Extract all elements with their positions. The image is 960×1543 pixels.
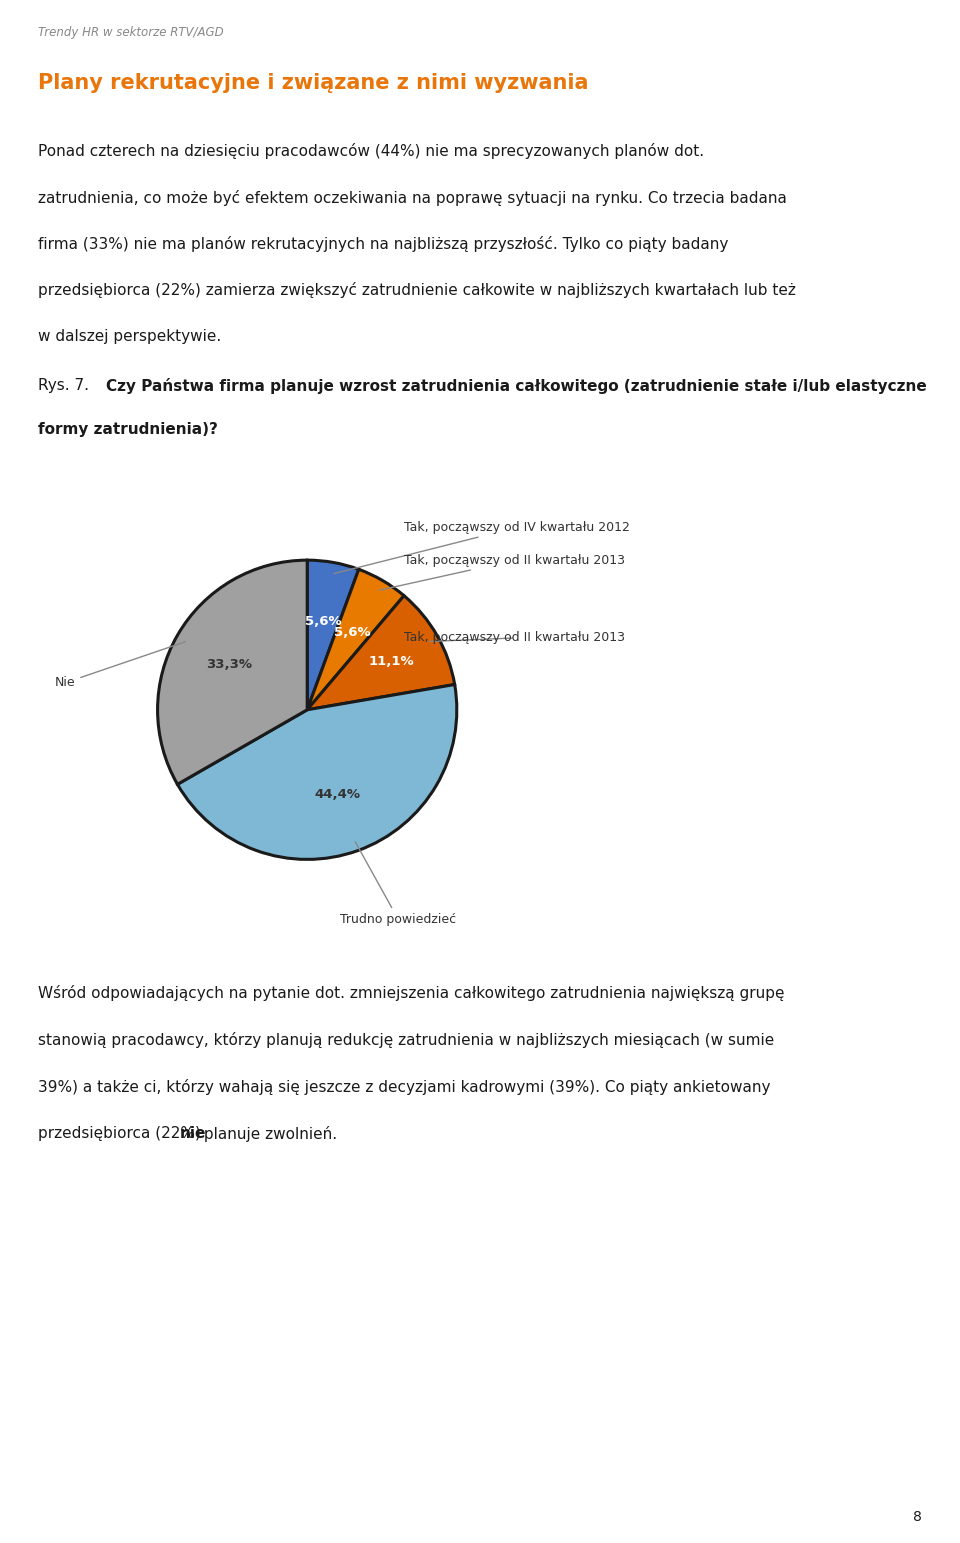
Text: w dalszej perspektywie.: w dalszej perspektywie. (38, 329, 222, 344)
Text: Tak, począwszy od II kwartału 2013: Tak, począwszy od II kwartału 2013 (379, 554, 626, 591)
Text: Wśród odpowiadających na pytanie dot. zmniejszenia całkowitego zatrudnienia najw: Wśród odpowiadających na pytanie dot. zm… (38, 984, 785, 1000)
Text: Tak, począwszy od II kwartału 2013: Tak, począwszy od II kwartału 2013 (404, 631, 626, 645)
Text: Czy Państwa firma planuje wzrost zatrudnienia całkowitego (zatrudnienie stałe i/: Czy Państwa firma planuje wzrost zatrudn… (106, 378, 926, 393)
Text: przedsiębiorca (22%) zamierza zwiększyć zatrudnienie całkowite w najbliższych kw: przedsiębiorca (22%) zamierza zwiększyć … (38, 282, 796, 298)
Text: Ponad czterech na dziesięciu pracodawców (44%) nie ma sprecyzowanych planów dot.: Ponad czterech na dziesięciu pracodawców… (38, 143, 705, 159)
Wedge shape (157, 560, 307, 784)
Text: Nie: Nie (55, 642, 185, 690)
Text: formy zatrudnienia)?: formy zatrudnienia)? (38, 423, 218, 437)
Text: 8: 8 (913, 1509, 922, 1524)
Text: Plany rekrutacyjne i związane z nimi wyzwania: Plany rekrutacyjne i związane z nimi wyz… (38, 74, 588, 93)
Text: 44,4%: 44,4% (315, 788, 361, 801)
Text: Trudno powiedzieć: Trudno powiedzieć (340, 842, 456, 926)
Text: Rys. 7.: Rys. 7. (38, 378, 94, 393)
Wedge shape (178, 685, 457, 859)
Text: przedsiębiorca (22%): przedsiębiorca (22%) (38, 1126, 206, 1140)
Wedge shape (307, 560, 359, 710)
Text: 11,1%: 11,1% (369, 656, 415, 668)
Wedge shape (307, 596, 455, 710)
Text: nie: nie (180, 1126, 205, 1140)
Text: zatrudnienia, co może być efektem oczekiwania na poprawę sytuacji na rynku. Co t: zatrudnienia, co może być efektem oczeki… (38, 190, 787, 205)
Text: stanowią pracodawcy, którzy planują redukcję zatrudnienia w najbliższych miesiąc: stanowią pracodawcy, którzy planują redu… (38, 1032, 775, 1048)
Text: 39%) a także ci, którzy wahają się jeszcze z decyzjami kadrowymi (39%). Co piąty: 39%) a także ci, którzy wahają się jeszc… (38, 1079, 771, 1094)
Text: 5,6%: 5,6% (304, 616, 341, 628)
Text: firma (33%) nie ma planów rekrutacyjnych na najbliższą przyszłość. Tylko co piąt: firma (33%) nie ma planów rekrutacyjnych… (38, 236, 729, 252)
Text: Trendy HR w sektorze RTV/AGD: Trendy HR w sektorze RTV/AGD (38, 26, 224, 39)
Text: 5,6%: 5,6% (334, 626, 371, 639)
Wedge shape (307, 569, 404, 710)
Text: planuje zwolnień.: planuje zwolnień. (199, 1126, 337, 1142)
Text: Tak, począwszy od IV kwartału 2012: Tak, począwszy od IV kwartału 2012 (334, 520, 631, 574)
Text: 33,3%: 33,3% (206, 659, 252, 671)
